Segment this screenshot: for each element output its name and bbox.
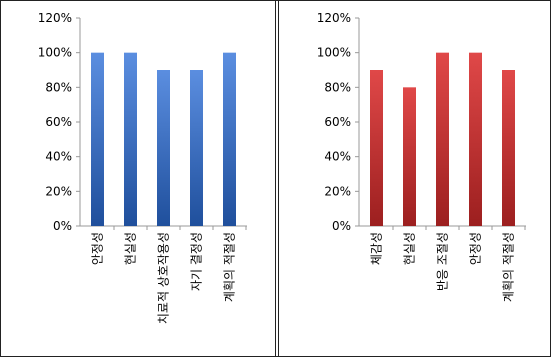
y-tick-label: 80%: [45, 80, 72, 94]
y-tick-label: 40%: [324, 150, 351, 164]
bar: [157, 70, 170, 226]
y-tick-label: 100%: [38, 46, 72, 60]
x-category-label: 반응 조절성: [436, 232, 450, 291]
y-tick-label: 100%: [317, 46, 351, 60]
bar: [502, 70, 515, 226]
y-tick-label: 0%: [53, 219, 72, 233]
y-tick-label: 80%: [324, 80, 351, 94]
x-category-label: 안정성: [91, 232, 105, 265]
y-tick-label: 60%: [45, 115, 72, 129]
x-category-label: 치료적 상호작용성: [157, 232, 171, 324]
y-tick-label: 20%: [324, 184, 351, 198]
panel-divider: [275, 0, 276, 357]
bar: [190, 70, 203, 226]
x-category-label: 자기 결정성: [190, 232, 204, 291]
bar: [436, 52, 449, 226]
bar: [403, 87, 416, 226]
bar: [223, 52, 236, 226]
x-category-label: 안정성: [469, 232, 483, 265]
x-category-label: 현실성: [124, 232, 138, 265]
x-category-label: 현실성: [403, 232, 417, 265]
y-tick-label: 60%: [324, 115, 351, 129]
x-category-label: 체감성: [370, 232, 384, 265]
y-tick-label: 120%: [38, 11, 72, 25]
y-tick-label: 40%: [45, 150, 72, 164]
y-tick-label: 0%: [332, 219, 351, 233]
x-category-label: 계획의 적절성: [502, 232, 516, 302]
panel-divider-inner: [278, 0, 279, 357]
bar: [91, 52, 104, 226]
bar: [370, 70, 383, 226]
bar: [124, 52, 137, 226]
bar-chart-left: 0% 20% 40% 60% 80% 100% 120% 안정성 현실성 치료적 상호작용성 자기 …: [38, 11, 247, 324]
bar: [469, 52, 482, 226]
y-tick-label: 120%: [317, 11, 351, 25]
y-tick-label: 20%: [45, 184, 72, 198]
bar-chart-right: 0% 20% 40% 60% 80% 100% 120% 체감성 현실성 반응 조절성 안정성 계획의…: [317, 11, 526, 302]
x-category-label: 계획의 적절성: [223, 232, 237, 302]
